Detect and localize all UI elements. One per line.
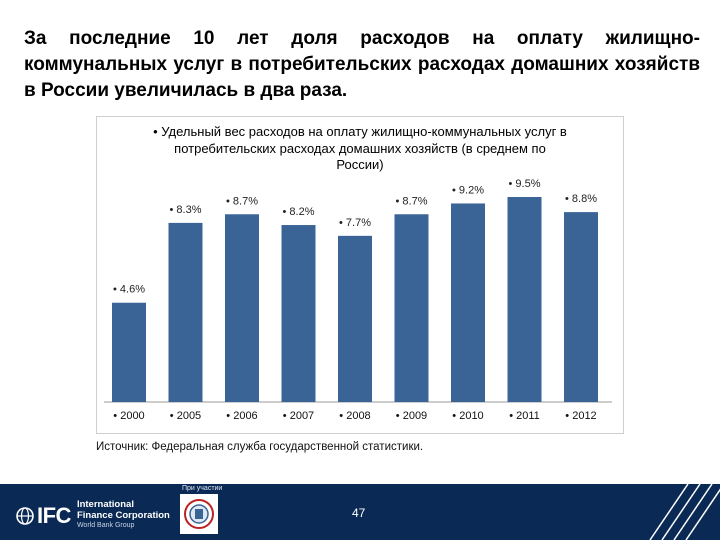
x-tick-label: • 2008: [339, 410, 370, 422]
x-tick-label: • 2007: [283, 410, 314, 422]
page-headline: За последние 10 лет доля расходов на опл…: [24, 28, 700, 101]
data-label: • 9.5%: [509, 178, 541, 190]
source-note: Источник: Федеральная служба государстве…: [96, 441, 424, 453]
partner-label: При участии: [182, 485, 223, 492]
bar: [281, 225, 316, 402]
bar: [225, 214, 259, 402]
data-label: • 7.7%: [339, 217, 371, 229]
globe-icon: [16, 506, 34, 525]
emblem-icon: [184, 499, 214, 529]
data-label: • 8.3%: [170, 204, 202, 216]
x-tick-label: • 2010: [452, 410, 483, 422]
bar: [338, 235, 372, 402]
data-label: • 8.7%: [226, 195, 258, 207]
bar: [394, 214, 429, 402]
page-number: 47: [352, 506, 366, 520]
footer-bar: IFC International Finance Corporation Wo…: [0, 484, 720, 540]
x-tick-label: • 2011: [509, 410, 540, 422]
bar: [507, 197, 542, 402]
data-label: • 9.2%: [452, 184, 484, 196]
data-label: • 8.7%: [396, 195, 428, 207]
x-tick-label: • 2000: [113, 410, 144, 422]
partner-emblem: [180, 494, 218, 534]
logo-mark: IFC: [37, 502, 71, 528]
org-name-line2: Finance Corporation: [76, 509, 170, 521]
bar: [451, 203, 485, 402]
chart-title: • Удельный вес расходов на оплату жилищн…: [153, 124, 567, 172]
x-tick-label: • 2009: [396, 410, 427, 422]
x-tick-label: • 2006: [226, 410, 257, 422]
org-name-line1: International: [76, 499, 134, 510]
x-tick-label: • 2005: [170, 410, 201, 422]
logo-text: International Finance Corporation World …: [76, 499, 170, 532]
data-label: • 4.6%: [113, 284, 145, 296]
bar: [112, 302, 146, 402]
org-group: World Bank Group: [76, 522, 135, 529]
bar: [168, 222, 203, 402]
data-label: • 8.2%: [283, 206, 315, 218]
bar: [564, 212, 598, 402]
data-label: • 8.8%: [565, 193, 597, 205]
decorative-stripes: [649, 484, 720, 540]
ifc-logo[interactable]: IFC International Finance Corporation Wo…: [16, 499, 170, 532]
x-tick-label: • 2012: [565, 410, 596, 422]
